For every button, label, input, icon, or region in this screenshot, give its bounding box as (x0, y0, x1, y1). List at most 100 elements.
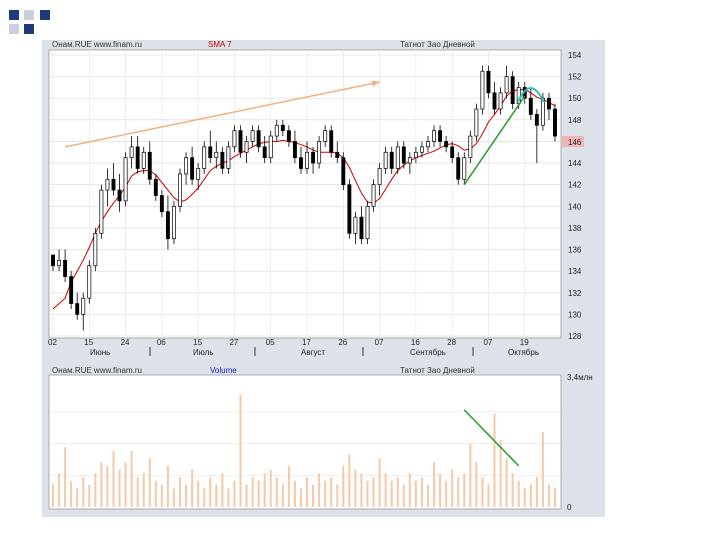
candle-body (220, 151, 225, 169)
price-tick-label: 150 (568, 94, 582, 103)
volume-bar (124, 462, 127, 507)
candle-body (528, 97, 533, 115)
candle-body (468, 135, 473, 159)
month-axis: Июнь Июль Август Сентябрь Октябрь (90, 347, 539, 357)
deco-square (40, 10, 50, 20)
day-tick-label: 16 (411, 338, 420, 347)
volume-bar (378, 458, 381, 507)
trend-line (463, 95, 526, 186)
volume-bar (76, 488, 79, 507)
volume-bar (179, 477, 182, 507)
volume-bar (517, 480, 520, 507)
candle-body (547, 97, 551, 110)
candle-body (419, 146, 424, 153)
volume-bar (547, 484, 550, 507)
candle-body (135, 146, 140, 169)
top-indicator-label: SMA 7 (208, 40, 232, 49)
candle-body (159, 195, 164, 213)
candle-body (450, 146, 455, 159)
candle-body (365, 205, 370, 240)
volume-bar (445, 480, 448, 507)
day-tick-label: 28 (447, 338, 456, 347)
volume-annotation-layer (463, 409, 520, 467)
candle-body (178, 173, 182, 207)
candle-body (553, 108, 557, 137)
volume-bar (245, 484, 248, 507)
volume-bar (535, 477, 538, 507)
day-tick-label: 07 (375, 338, 384, 347)
candle-body (226, 146, 231, 169)
volume-bar (348, 454, 351, 507)
candle-body (93, 232, 98, 267)
volume-bar (475, 462, 478, 507)
volume-max-label: 3,4млн (567, 373, 593, 382)
volume-bar (433, 462, 436, 507)
volume-bars (52, 394, 556, 507)
candle-body (63, 259, 68, 277)
volume-bar (493, 413, 496, 507)
price-tick-label: 148 (568, 116, 582, 125)
volume-trend-line (463, 409, 520, 467)
day-tick-label: 06 (157, 338, 166, 347)
price-tick-label: 154 (568, 51, 582, 60)
day-tick-label: 02 (48, 338, 57, 347)
candle-body (510, 76, 515, 104)
candle-body (147, 151, 152, 180)
price-tick-label: 142 (568, 181, 582, 190)
candle-body (214, 151, 219, 159)
volume-bar (499, 439, 502, 507)
bottom-title-label: Татнот Зао Дневной (400, 366, 475, 375)
volume-bar (100, 462, 103, 507)
candle-body (486, 70, 491, 94)
month-label: Август (301, 348, 325, 357)
volume-bar (227, 488, 230, 507)
volume-bar (420, 477, 423, 507)
candle-body (389, 151, 394, 169)
day-tick-label: 26 (338, 338, 347, 347)
volume-bar (233, 480, 236, 507)
volume-bar (372, 477, 375, 507)
volume-bar (414, 480, 417, 507)
volume-bar (263, 473, 266, 507)
volume-bar (523, 488, 526, 507)
volume-bar (142, 473, 145, 507)
candle-body (111, 178, 116, 191)
candle-body (262, 146, 267, 159)
candle-body (335, 151, 340, 159)
candle-body (196, 168, 201, 180)
candle-body (81, 297, 86, 315)
candle-body (99, 189, 104, 234)
price-y-axis: 154 152 150 148 146 144 142 140 138 136 134 132 130 1… (568, 51, 582, 341)
candle-layer (51, 65, 557, 331)
volume-bar (221, 473, 224, 507)
candle-body (51, 254, 55, 267)
slide-decoration (9, 10, 50, 34)
volume-bar (172, 488, 175, 507)
volume-bar (70, 480, 73, 507)
candle-body (268, 135, 273, 159)
volume-bar (505, 458, 508, 507)
candle-body (353, 216, 358, 234)
volume-bar (384, 473, 387, 507)
volume-bar (330, 477, 333, 507)
price-tick-label: 152 (568, 73, 582, 82)
day-tick-label: 15 (193, 338, 202, 347)
volume-zero-label: 0 (567, 503, 572, 512)
candle-body (141, 151, 146, 169)
volume-bar (88, 484, 91, 507)
top-title-label: Татнот Зао Дневной (400, 40, 475, 49)
candle-body (69, 276, 74, 304)
bottom-source-label: Онам.RUE www.finam.ru (52, 366, 142, 375)
volume-bar (209, 477, 212, 507)
top-source-label: Онам.RUE www.finam.ru (52, 40, 142, 49)
month-label: Июнь (90, 348, 110, 357)
volume-bar (324, 480, 327, 507)
volume-bar (487, 484, 490, 507)
volume-bar (318, 473, 321, 507)
volume-bar (118, 469, 121, 507)
volume-bar (269, 469, 272, 507)
candle-body (341, 157, 346, 186)
volume-bar (439, 473, 442, 507)
candle-body (274, 124, 279, 137)
